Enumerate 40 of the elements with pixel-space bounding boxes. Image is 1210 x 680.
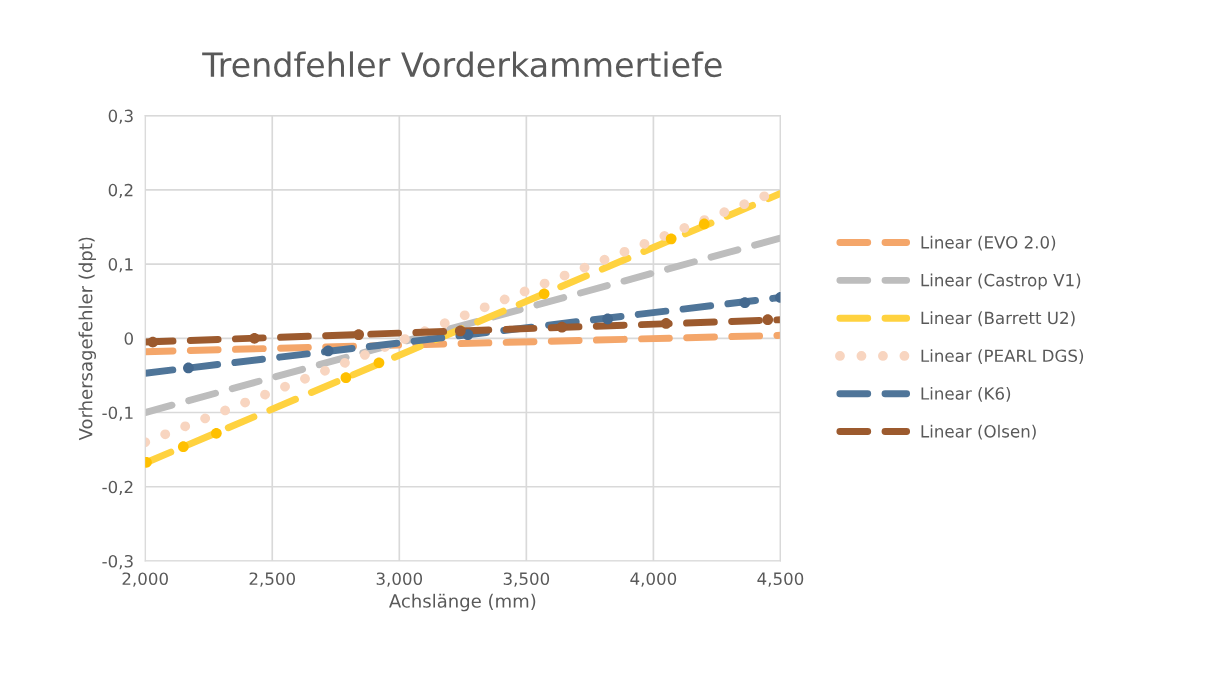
point: [177, 441, 189, 453]
y-tick-label: -0,3: [102, 554, 133, 570]
y-tick-label: -0,1: [102, 406, 133, 421]
y-tick-label: -0,2: [102, 480, 133, 496]
legend-label: Linear (PEARL DGS): [921, 349, 1084, 364]
point: [340, 372, 352, 384]
point: [147, 336, 159, 348]
x-tick-label: 2,000: [122, 572, 168, 587]
point: [739, 297, 751, 309]
x-tick-label: 3,000: [376, 572, 423, 587]
point: [556, 321, 568, 333]
x-tick-label: 3,500: [503, 572, 550, 587]
legend-label: Linear (Barrett U2): [921, 311, 1075, 327]
point: [322, 345, 334, 357]
point: [538, 288, 550, 300]
legend-label: Linear (Olsen): [921, 424, 1036, 440]
point: [249, 332, 260, 344]
legend-label: Linear (Castrop V1): [921, 273, 1081, 290]
point: [660, 318, 672, 329]
point: [210, 427, 222, 439]
point: [698, 218, 710, 230]
point: [183, 362, 194, 374]
point: [353, 329, 365, 340]
point: [373, 357, 385, 369]
x-tick-label: 4,000: [630, 572, 677, 587]
x-axis-title: Achslänge (mm): [389, 593, 536, 612]
x-tick-label: 2,500: [249, 572, 295, 587]
y-axis-title: Vorhersagefehler (dpt): [78, 237, 97, 441]
legend-label: Linear (K6): [921, 386, 1011, 402]
y-tick-label: 0,3: [108, 109, 133, 124]
y-tick-label: 0,2: [108, 183, 133, 199]
chart-title: Trendfehler Vorderkammertiefe: [202, 51, 722, 78]
point: [454, 325, 466, 337]
y-tick-label: 0,1: [108, 258, 133, 273]
point: [762, 314, 774, 326]
legend-label: Linear (EVO 2.0): [921, 235, 1056, 251]
x-tick-label: 4,500: [757, 572, 804, 587]
point: [602, 313, 614, 325]
y-tick-label: 0: [124, 332, 133, 345]
point: [665, 233, 677, 245]
